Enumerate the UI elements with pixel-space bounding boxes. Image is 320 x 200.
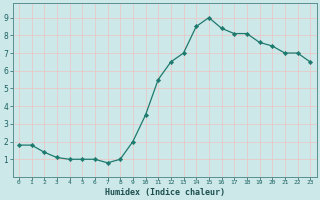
X-axis label: Humidex (Indice chaleur): Humidex (Indice chaleur)	[105, 188, 225, 197]
